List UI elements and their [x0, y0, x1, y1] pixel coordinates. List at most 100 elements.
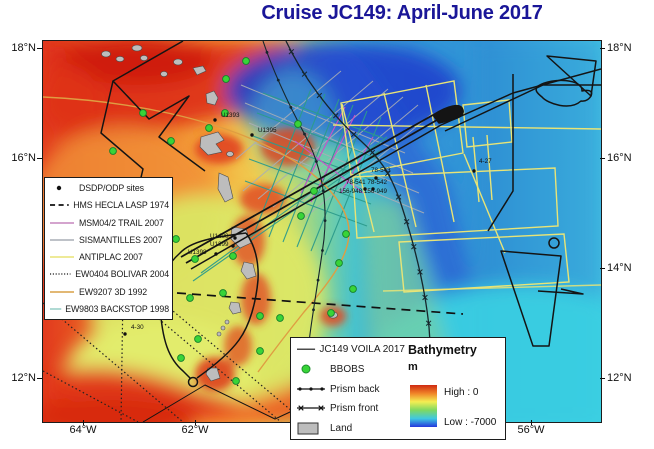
prism-back-dot-mark [303, 132, 306, 136]
axis-tick [600, 268, 605, 270]
legend-swatch-solidline [297, 348, 316, 350]
prism-front-x-mark [422, 294, 428, 301]
land-islands [101, 44, 338, 382]
legend-item: EW9207 3D 1992 [50, 287, 169, 297]
axis-tick [600, 378, 605, 380]
bbobs-station [191, 255, 199, 263]
legend-label: Prism back [330, 383, 380, 395]
axis-label: 64°W [69, 424, 97, 436]
axis-tick [37, 48, 42, 50]
legend-label: JC149 VOILA 2017 [319, 344, 405, 355]
colorbar-low-label: Low : -7000 [444, 417, 497, 428]
dsdp-odp-sites: U1393 U1395 78-543 78-541 78-542 156-948 156… [123, 112, 492, 336]
legend-label: DSDP/ODP sites [79, 183, 144, 193]
bbobs-station [256, 312, 264, 320]
bbobs-station [219, 289, 227, 297]
site-dot [250, 133, 254, 137]
jc149-tracks [100, 41, 601, 422]
legend-label: EW9803 BACKSTOP 1998 [65, 303, 169, 314]
antiplac-lines [332, 80, 601, 293]
page-title: Cruise JC149: April-June 2017 [261, 2, 543, 24]
prism-front-x-mark [411, 243, 417, 250]
bbobs-station [242, 57, 250, 65]
prism-back-dot-mark [312, 308, 315, 312]
bbobs-station [342, 230, 350, 238]
prism-front-x-mark [417, 269, 423, 275]
prism-back-dot-mark [265, 50, 269, 54]
site-dot [231, 244, 235, 248]
legend-item: Prism back [297, 383, 405, 396]
legend-item: BBOBS [297, 363, 405, 376]
legend-swatch-dashed [50, 204, 69, 207]
bbobs-station [177, 354, 185, 362]
legend-label: SISMANTILLES 2007 [79, 234, 163, 245]
bbobs-station [232, 377, 240, 385]
axis-tick [600, 158, 605, 160]
prism-back-dot-mark [321, 249, 324, 252]
legend-swatch-dotted [50, 273, 71, 276]
site-label: U1393 [221, 112, 240, 119]
axis-tick [83, 420, 85, 425]
legend-swatch-line-dots [297, 386, 325, 391]
prism-front-x-mark [403, 218, 410, 225]
legend-label: Land [330, 423, 353, 434]
legend-label: MSM04/2 TRAIL 2007 [79, 217, 164, 228]
axis-label: 14°N [607, 262, 632, 274]
legend-surveys: DSDP/ODP sites HMS HECLA LASP 1974 MSM04/2… [44, 177, 173, 320]
legend-item: EW9803 BACKSTOP 1998 [50, 304, 169, 314]
legend-item: DSDP/ODP sites [50, 183, 169, 193]
site-label: U1398 [188, 249, 207, 256]
axis-label: 16°N [11, 152, 36, 164]
axis-tick [37, 378, 42, 380]
colorbar: Bathymetry m High : 0 Low : -7000 [408, 343, 499, 435]
bbobs-station [172, 235, 180, 243]
hecla-dashed-line [176, 292, 464, 315]
legend-swatch-line [50, 290, 74, 293]
legend-item: ANTIPLAC 2007 [50, 252, 169, 262]
legend-label: ANTIPLAC 2007 [79, 252, 143, 263]
site-label: 78-541 78-542 [346, 179, 387, 186]
prism-back-dot-mark [315, 160, 318, 163]
site-dot [233, 236, 237, 240]
site-label: 156-948 156-949 [339, 188, 387, 195]
prism-front-x-mark [288, 48, 295, 55]
site-label: 4-30 [131, 324, 144, 331]
site-dot [123, 332, 127, 336]
prism-front-x-mark [301, 71, 308, 77]
bbobs-station [139, 109, 147, 117]
axis-label: 62°W [181, 424, 209, 436]
bbobs-station [349, 285, 357, 293]
legend-label: HMS HECLA LASP 1974 [73, 200, 169, 211]
legend-item: Prism front [297, 402, 405, 415]
site-label: U1400 [210, 233, 229, 240]
legend-label: Prism front [330, 403, 379, 415]
legend-cruise-items: JC149 VOILA 2017 BBOBS Prism back Prism fro… [297, 343, 405, 435]
bbobs-station [186, 294, 194, 302]
bbobs-station [194, 335, 202, 343]
bbobs-station [229, 252, 237, 260]
colorbar-unit: m [408, 361, 418, 373]
site-label: U1399 [210, 241, 229, 248]
prism-back-dot-mark [323, 219, 327, 223]
prism-front-x-mark [395, 194, 402, 200]
legend-item: JC149 VOILA 2017 [297, 343, 405, 356]
axis-tick [531, 420, 533, 425]
bbobs-station [294, 120, 302, 128]
prism-back-dot-mark [321, 189, 325, 193]
site-dot [472, 169, 476, 173]
site-dot [371, 187, 375, 191]
axis-label: 56°W [517, 424, 545, 436]
legend-swatch-line-x [297, 405, 325, 411]
axis-tick [195, 420, 197, 425]
prism-back-dot-mark [289, 105, 293, 109]
bbobs-station [221, 109, 229, 117]
site-dot [363, 187, 367, 191]
bbobs-station [256, 347, 264, 355]
legend-item: MSM04/2 TRAIL 2007 [50, 218, 169, 228]
legend-item: Land [297, 422, 405, 435]
site-label: U1395 [258, 127, 277, 134]
bbobs-station [310, 187, 318, 195]
bbobs-station [222, 75, 230, 83]
prism-front-x-mark [351, 131, 357, 138]
